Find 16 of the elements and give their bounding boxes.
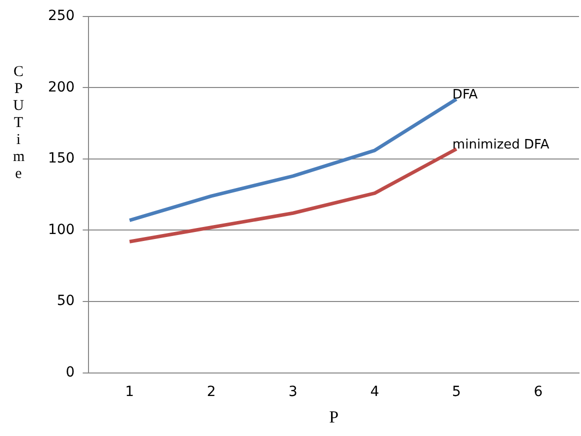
y-tick-label: 0	[66, 364, 75, 380]
x-tick-label: 5	[452, 384, 461, 400]
y-tick-label: 250	[48, 8, 75, 24]
x-tick-label: 3	[288, 384, 298, 400]
series-label: DFA	[452, 87, 478, 102]
y-tick-label: 50	[56, 293, 75, 310]
x-tick-label: 4	[370, 384, 380, 400]
x-tick-label: 1	[125, 384, 134, 400]
x-axis-title: P	[329, 407, 339, 426]
y-tick-label: 200	[48, 79, 75, 96]
y-tick-label: 150	[48, 150, 75, 167]
x-tick-label: 2	[206, 384, 216, 400]
y-axis-title: CPU Time	[13, 64, 25, 183]
y-tick-label: 100	[48, 222, 75, 238]
series-label: minimized DFA	[452, 137, 550, 152]
x-tick-label: 6	[534, 384, 543, 400]
